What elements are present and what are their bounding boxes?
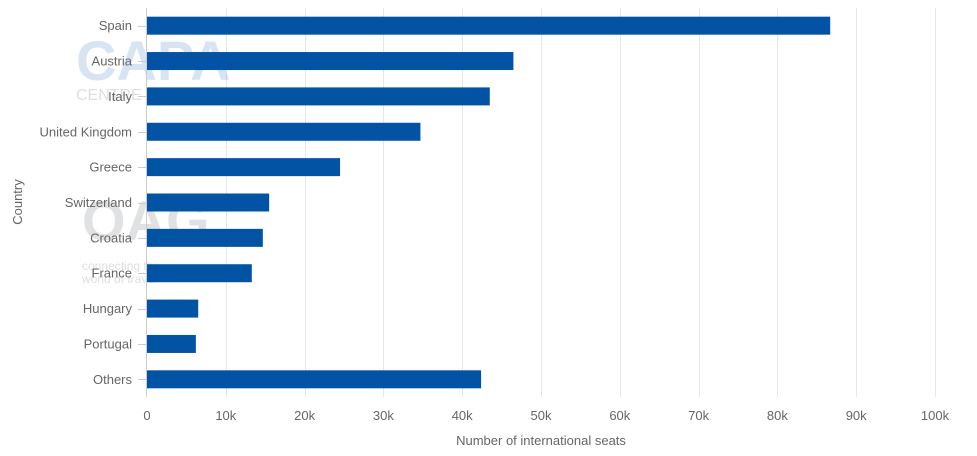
category-label: Croatia — [90, 230, 133, 245]
category-label: Switzerland — [65, 195, 132, 210]
x-tick-label: 10k — [215, 408, 236, 423]
x-tick-label: 90k — [846, 408, 867, 423]
x-tick-label: 40k — [452, 408, 473, 423]
x-tick-label: 60k — [609, 408, 630, 423]
bar — [147, 264, 252, 283]
bar — [147, 87, 490, 106]
bar — [147, 52, 514, 71]
oag-watermark-line1: connecting the — [82, 259, 160, 273]
x-axis-ticks: 0 10k 20k 30k 40k 50k 60k 70k 80k 90k 100k — [143, 408, 949, 423]
x-tick-label: 0 — [143, 408, 150, 423]
category-label: Italy — [108, 89, 132, 104]
category-label: Austria — [92, 54, 133, 69]
x-tick-label: 80k — [767, 408, 788, 423]
x-tick-label: 50k — [531, 408, 552, 423]
category-label: Others — [93, 372, 133, 387]
bar — [147, 122, 421, 141]
category-label: Spain — [99, 18, 132, 33]
bar — [147, 193, 270, 212]
x-tick-label: 100k — [921, 408, 950, 423]
bars — [147, 16, 831, 389]
category-label: France — [92, 266, 132, 281]
bar — [147, 370, 482, 389]
y-axis-title: Country — [10, 179, 25, 225]
oag-watermark-line2: world of travel — [81, 272, 157, 286]
x-tick-label: 20k — [294, 408, 315, 423]
y-axis-ticks: Spain Austria Italy United Kingdom Greece Swi… — [40, 18, 146, 387]
bar — [147, 16, 831, 35]
category-label: Greece — [89, 160, 132, 175]
bar — [147, 228, 263, 247]
category-label: Portugal — [84, 336, 133, 351]
category-label: United Kingdom — [40, 124, 133, 139]
bar — [147, 334, 196, 353]
x-tick-label: 30k — [373, 408, 394, 423]
x-tick-label: 70k — [688, 408, 709, 423]
bar — [147, 299, 199, 318]
x-axis-title: Number of international seats — [456, 433, 626, 448]
bar — [147, 158, 341, 177]
gridlines — [226, 8, 936, 397]
category-label: Hungary — [83, 301, 133, 316]
